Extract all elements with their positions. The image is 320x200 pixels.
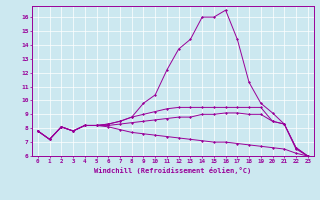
X-axis label: Windchill (Refroidissement éolien,°C): Windchill (Refroidissement éolien,°C) <box>94 167 252 174</box>
